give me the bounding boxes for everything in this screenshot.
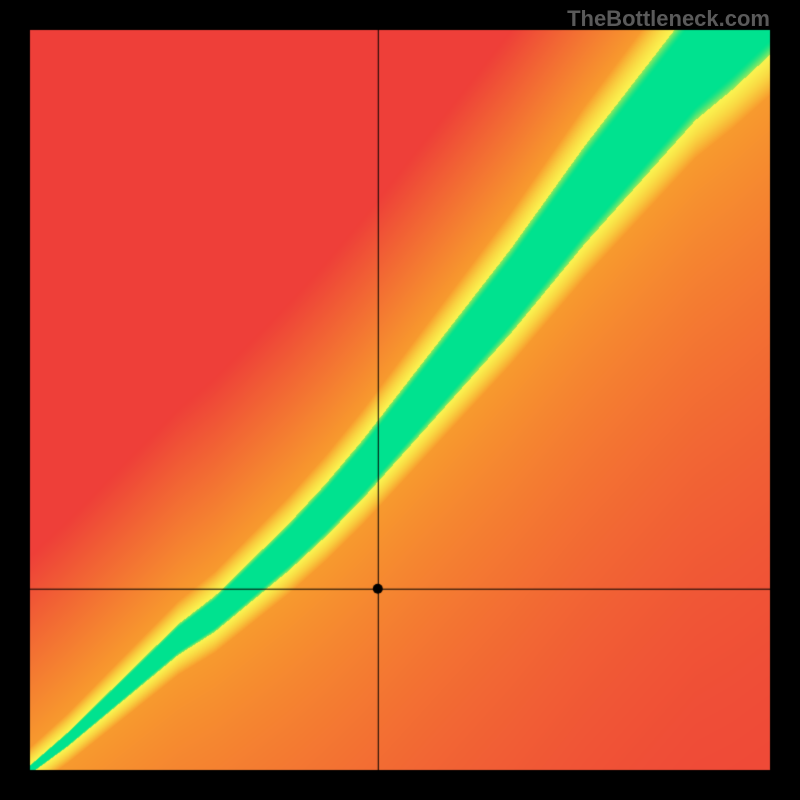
- watermark-text: TheBottleneck.com: [567, 6, 770, 32]
- bottleneck-heatmap: [0, 0, 800, 800]
- chart-container: { "chart": { "type": "heatmap", "canvas_…: [0, 0, 800, 800]
